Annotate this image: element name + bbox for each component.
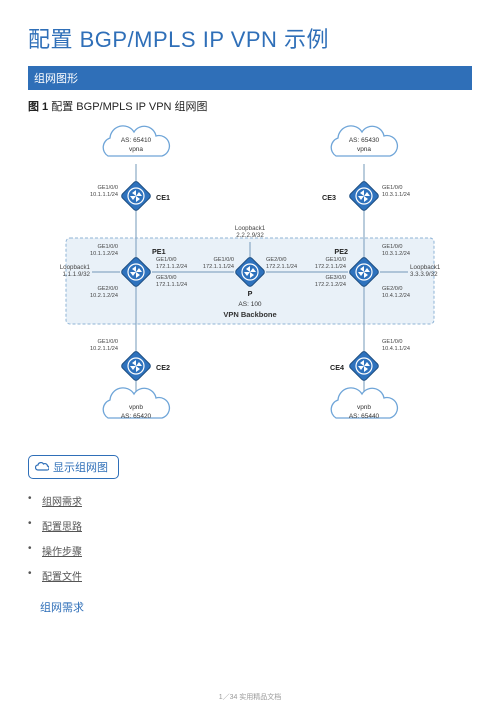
- section-header: 组网图形: [28, 66, 472, 90]
- svg-text:CE3: CE3: [322, 193, 336, 202]
- svg-text:GE1/0/0: GE1/0/0: [97, 244, 118, 250]
- cloud-vpnb1: vpnb AS: 65420: [103, 388, 169, 420]
- svg-text:172.1.1.1/24: 172.1.1.1/24: [203, 264, 234, 270]
- svg-text:172.1.1.1/24: 172.1.1.1/24: [156, 282, 187, 288]
- router-ce4: CE4: [330, 350, 380, 381]
- svg-text:10.1.1.1/24: 10.1.1.1/24: [90, 192, 118, 198]
- network-diagram: AS: 100 VPN Backbone AS: 65410 vpna: [28, 120, 472, 440]
- show-diagram-label: 显示组网图: [53, 459, 108, 475]
- svg-text:10.3.1.2/24: 10.3.1.2/24: [382, 251, 410, 257]
- svg-text:GE2/0/0: GE2/0/0: [382, 286, 403, 292]
- toc-item[interactable]: 配置文件: [28, 568, 472, 583]
- page-title: 配置 BGP/MPLS IP VPN 示例: [28, 22, 472, 54]
- svg-text:2.2.2.9/32: 2.2.2.9/32: [236, 232, 264, 239]
- svg-text:PE2: PE2: [334, 247, 348, 256]
- svg-text:CE4: CE4: [330, 363, 344, 372]
- svg-text:AS: 65440: AS: 65440: [349, 413, 380, 420]
- svg-text:10.2.1.1/24: 10.2.1.1/24: [90, 346, 118, 352]
- router-ce1: CE1: [120, 180, 170, 211]
- svg-text:172.2.1.1/24: 172.2.1.1/24: [266, 264, 297, 270]
- backbone-as: AS: 100: [238, 301, 262, 308]
- svg-text:AS: 65410: AS: 65410: [121, 137, 152, 144]
- svg-text:GE1/0/0: GE1/0/0: [97, 185, 118, 191]
- svg-text:P: P: [248, 289, 253, 298]
- svg-text:172.1.1.2/24: 172.1.1.2/24: [156, 264, 187, 270]
- svg-text:3.3.3.9/32: 3.3.3.9/32: [410, 271, 438, 278]
- svg-text:10.4.1.2/24: 10.4.1.2/24: [382, 293, 410, 299]
- svg-text:GE1/0/0: GE1/0/0: [382, 244, 403, 250]
- document-page: 配置 BGP/MPLS IP VPN 示例 组网图形 图 1 配置 BGP/MP…: [0, 0, 500, 708]
- svg-text:GE3/0/0: GE3/0/0: [156, 275, 177, 281]
- svg-text:GE2/0/0: GE2/0/0: [266, 257, 287, 263]
- backbone-label: VPN Backbone: [223, 310, 276, 319]
- svg-text:10.4.1.1/24: 10.4.1.1/24: [382, 346, 410, 352]
- cloud-vpnb2: vpnb AS: 65440: [331, 388, 397, 420]
- svg-text:PE1: PE1: [152, 247, 166, 256]
- router-ce2: CE2: [120, 350, 170, 381]
- show-diagram-button[interactable]: 显示组网图: [28, 455, 119, 479]
- svg-text:10.2.1.2/24: 10.2.1.2/24: [90, 293, 118, 299]
- svg-text:GE1/0/0: GE1/0/0: [382, 339, 403, 345]
- section2-title: 组网需求: [40, 599, 472, 615]
- svg-text:GE3/0/0: GE3/0/0: [325, 275, 346, 281]
- svg-text:Loopback1: Loopback1: [235, 225, 266, 232]
- svg-text:172.2.1.2/24: 172.2.1.2/24: [315, 282, 346, 288]
- svg-text:Loopback1: Loopback1: [410, 264, 441, 271]
- cloud-vpna2: AS: 65430 vpna: [331, 126, 397, 156]
- svg-text:GE1/0/0: GE1/0/0: [156, 257, 177, 263]
- toc-list: 组网需求 配置思路 操作步骤 配置文件: [28, 493, 472, 583]
- svg-text:172.2.1.1/24: 172.2.1.1/24: [315, 264, 346, 270]
- svg-text:GE1/0/0: GE1/0/0: [213, 257, 234, 263]
- svg-text:GE1/0/0: GE1/0/0: [382, 185, 403, 191]
- svg-text:vpnb: vpnb: [357, 404, 371, 411]
- svg-text:1.1.1.9/32: 1.1.1.9/32: [62, 271, 90, 278]
- svg-text:vpna: vpna: [129, 146, 143, 153]
- toc-item[interactable]: 配置思路: [28, 518, 472, 533]
- svg-text:GE2/0/0: GE2/0/0: [97, 286, 118, 292]
- svg-text:vpna: vpna: [357, 146, 371, 153]
- svg-text:AS: 65420: AS: 65420: [121, 413, 152, 420]
- cloud-vpna1: AS: 65410 vpna: [103, 126, 169, 156]
- svg-text:GE1/0/0: GE1/0/0: [97, 339, 118, 345]
- cloud-icon: [35, 462, 49, 472]
- toc-item[interactable]: 操作步骤: [28, 543, 472, 558]
- toc-item[interactable]: 组网需求: [28, 493, 472, 508]
- svg-text:AS: 65430: AS: 65430: [349, 137, 380, 144]
- svg-text:vpnb: vpnb: [129, 404, 143, 411]
- svg-text:Loopback1: Loopback1: [60, 264, 91, 271]
- page-footer: 1／34 实用精品文档: [0, 692, 500, 702]
- svg-text:10.1.1.2/24: 10.1.1.2/24: [90, 251, 118, 257]
- svg-text:CE2: CE2: [156, 363, 170, 372]
- svg-text:GE1/0/0: GE1/0/0: [325, 257, 346, 263]
- router-ce3: CE3: [322, 180, 380, 211]
- svg-text:10.3.1.1/24: 10.3.1.1/24: [382, 192, 410, 198]
- figure-caption: 图 1 配置 BGP/MPLS IP VPN 组网图: [28, 98, 472, 114]
- svg-text:CE1: CE1: [156, 193, 170, 202]
